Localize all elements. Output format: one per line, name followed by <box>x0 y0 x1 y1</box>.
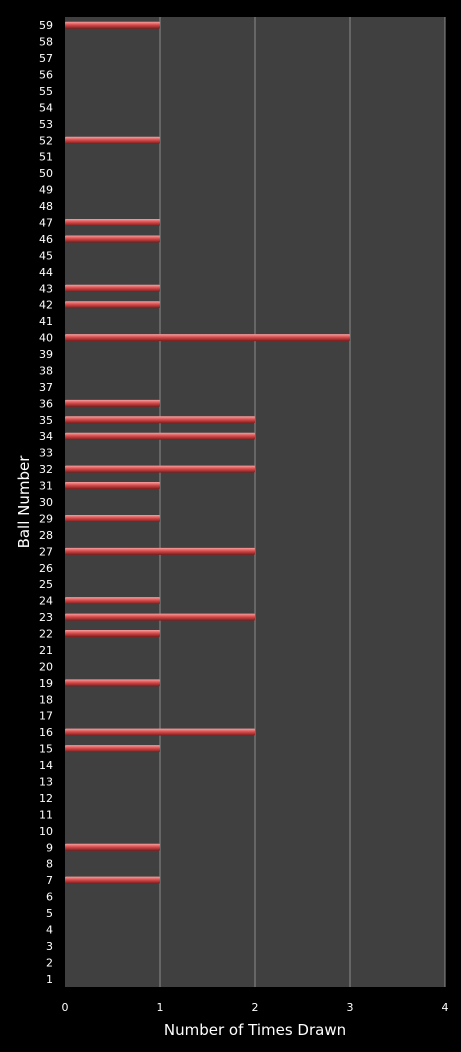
y-tick-label: 8 <box>46 858 53 871</box>
y-tick-label: 36 <box>39 397 53 410</box>
y-tick-label: 38 <box>39 364 53 377</box>
y-tick-label: 49 <box>39 184 53 197</box>
y-tick-label: 3 <box>46 940 53 953</box>
bar-7 <box>65 876 160 884</box>
y-tick-label: 43 <box>39 282 53 295</box>
bar-16 <box>65 728 255 736</box>
y-tick-label: 16 <box>39 726 53 739</box>
y-axis-title: Ball Number <box>15 455 33 549</box>
bar-36 <box>65 399 160 407</box>
y-tick-label: 50 <box>39 167 53 180</box>
x-tick-label: 1 <box>157 1001 164 1014</box>
bar-52 <box>65 136 160 144</box>
y-tick-label: 22 <box>39 628 53 641</box>
y-tick-label: 13 <box>39 775 53 788</box>
bar-43 <box>65 284 160 292</box>
x-tick-label: 4 <box>442 1001 449 1014</box>
y-tick-label: 14 <box>39 759 53 772</box>
y-tick-label: 26 <box>39 562 53 575</box>
bar-32 <box>65 465 255 473</box>
y-tick-label: 33 <box>39 447 53 460</box>
y-tick-label: 46 <box>39 233 53 246</box>
y-tick-label: 10 <box>39 825 53 838</box>
bar-47 <box>65 219 160 227</box>
y-tick-label: 20 <box>39 660 53 673</box>
bar-35 <box>65 416 255 424</box>
y-tick-label: 32 <box>39 463 53 476</box>
y-tick-label: 21 <box>39 644 53 657</box>
y-tick-label: 30 <box>39 496 53 509</box>
y-tick-label: 34 <box>39 430 53 443</box>
y-tick-label: 44 <box>39 266 53 279</box>
y-tick-label: 57 <box>39 52 53 65</box>
bar-24 <box>65 597 160 605</box>
y-tick-label: 47 <box>39 217 53 230</box>
bar-34 <box>65 432 255 440</box>
y-tick-label: 52 <box>39 134 53 147</box>
y-tick-label: 48 <box>39 200 53 213</box>
y-tick-label: 5 <box>46 907 53 920</box>
y-tick-label: 23 <box>39 611 53 624</box>
x-tick-labels: 0 1 2 3 4 <box>62 1001 449 1014</box>
x-tick-label: 0 <box>62 1001 69 1014</box>
y-tick-label: 28 <box>39 529 53 542</box>
bar-40 <box>65 334 350 342</box>
bar-23 <box>65 613 255 621</box>
y-tick-label: 56 <box>39 69 53 82</box>
y-tick-label: 9 <box>46 841 53 854</box>
bar-46 <box>65 235 160 243</box>
y-tick-label: 25 <box>39 578 53 591</box>
bar-19 <box>65 679 160 687</box>
bar-9 <box>65 843 160 851</box>
bar-15 <box>65 745 160 753</box>
y-tick-label: 2 <box>46 956 53 969</box>
x-axis-title: Number of Times Drawn <box>164 1021 346 1039</box>
y-tick-label: 31 <box>39 480 53 493</box>
y-tick-label: 54 <box>39 101 53 114</box>
y-tick-label: 18 <box>39 693 53 706</box>
y-tick-label: 59 <box>39 19 53 32</box>
y-tick-label: 24 <box>39 595 53 608</box>
y-tick-label: 6 <box>46 891 53 904</box>
y-tick-label: 7 <box>46 874 53 887</box>
bar-29 <box>65 514 160 522</box>
bar-42 <box>65 301 160 309</box>
y-tick-label: 55 <box>39 85 53 98</box>
y-tick-label: 42 <box>39 299 53 312</box>
x-tick-label: 3 <box>347 1001 354 1014</box>
y-tick-label: 40 <box>39 332 53 345</box>
bar-22 <box>65 630 160 638</box>
y-tick-label: 12 <box>39 792 53 805</box>
y-tick-label: 58 <box>39 36 53 49</box>
y-tick-labels: 1234567891011121314151617181920212223242… <box>39 19 53 986</box>
bar-31 <box>65 482 160 490</box>
x-tick-label: 2 <box>252 1001 259 1014</box>
y-tick-label: 4 <box>46 923 53 936</box>
y-tick-label: 11 <box>39 808 53 821</box>
y-tick-label: 1 <box>46 973 53 986</box>
y-tick-label: 51 <box>39 151 53 164</box>
y-tick-label: 29 <box>39 512 53 525</box>
y-tick-label: 39 <box>39 348 53 361</box>
y-tick-label: 53 <box>39 118 53 131</box>
y-tick-label: 37 <box>39 381 53 394</box>
y-tick-label: 45 <box>39 249 53 262</box>
y-tick-label: 41 <box>39 315 53 328</box>
y-tick-label: 15 <box>39 743 53 756</box>
y-tick-label: 17 <box>39 710 53 723</box>
y-tick-label: 27 <box>39 545 53 558</box>
y-tick-label: 19 <box>39 677 53 690</box>
bar-59 <box>65 21 160 29</box>
y-tick-label: 35 <box>39 414 53 427</box>
bar-27 <box>65 547 255 555</box>
gridlines <box>159 17 446 987</box>
bars <box>65 21 350 884</box>
